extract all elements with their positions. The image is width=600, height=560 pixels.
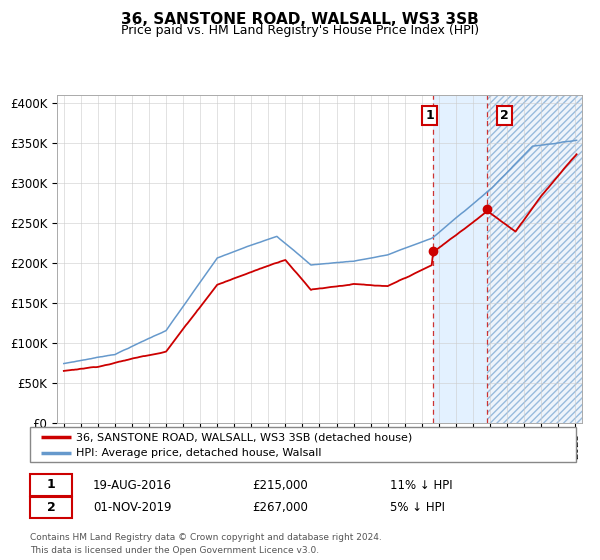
Text: 01-NOV-2019: 01-NOV-2019: [93, 501, 172, 514]
Text: Contains HM Land Registry data © Crown copyright and database right 2024.
This d: Contains HM Land Registry data © Crown c…: [30, 533, 382, 554]
FancyBboxPatch shape: [30, 474, 72, 496]
Bar: [487, 95, 582, 423]
Text: £215,000: £215,000: [252, 479, 308, 492]
Text: £267,000: £267,000: [252, 501, 308, 514]
Text: 2: 2: [47, 501, 55, 514]
Text: 11% ↓ HPI: 11% ↓ HPI: [390, 479, 452, 492]
Text: 5% ↓ HPI: 5% ↓ HPI: [390, 501, 445, 514]
Text: 36, SANSTONE ROAD, WALSALL, WS3 3SB: 36, SANSTONE ROAD, WALSALL, WS3 3SB: [121, 12, 479, 27]
Bar: [433, 95, 487, 423]
Text: 1: 1: [47, 478, 55, 492]
Text: 36, SANSTONE ROAD, WALSALL, WS3 3SB (detached house): 36, SANSTONE ROAD, WALSALL, WS3 3SB (det…: [76, 432, 413, 442]
Text: 1: 1: [425, 109, 434, 122]
Text: HPI: Average price, detached house, Walsall: HPI: Average price, detached house, Wals…: [76, 449, 322, 458]
Text: 19-AUG-2016: 19-AUG-2016: [93, 479, 172, 492]
Text: 2: 2: [500, 109, 508, 122]
Text: Price paid vs. HM Land Registry's House Price Index (HPI): Price paid vs. HM Land Registry's House …: [121, 24, 479, 37]
FancyBboxPatch shape: [30, 497, 72, 518]
FancyBboxPatch shape: [30, 427, 576, 462]
